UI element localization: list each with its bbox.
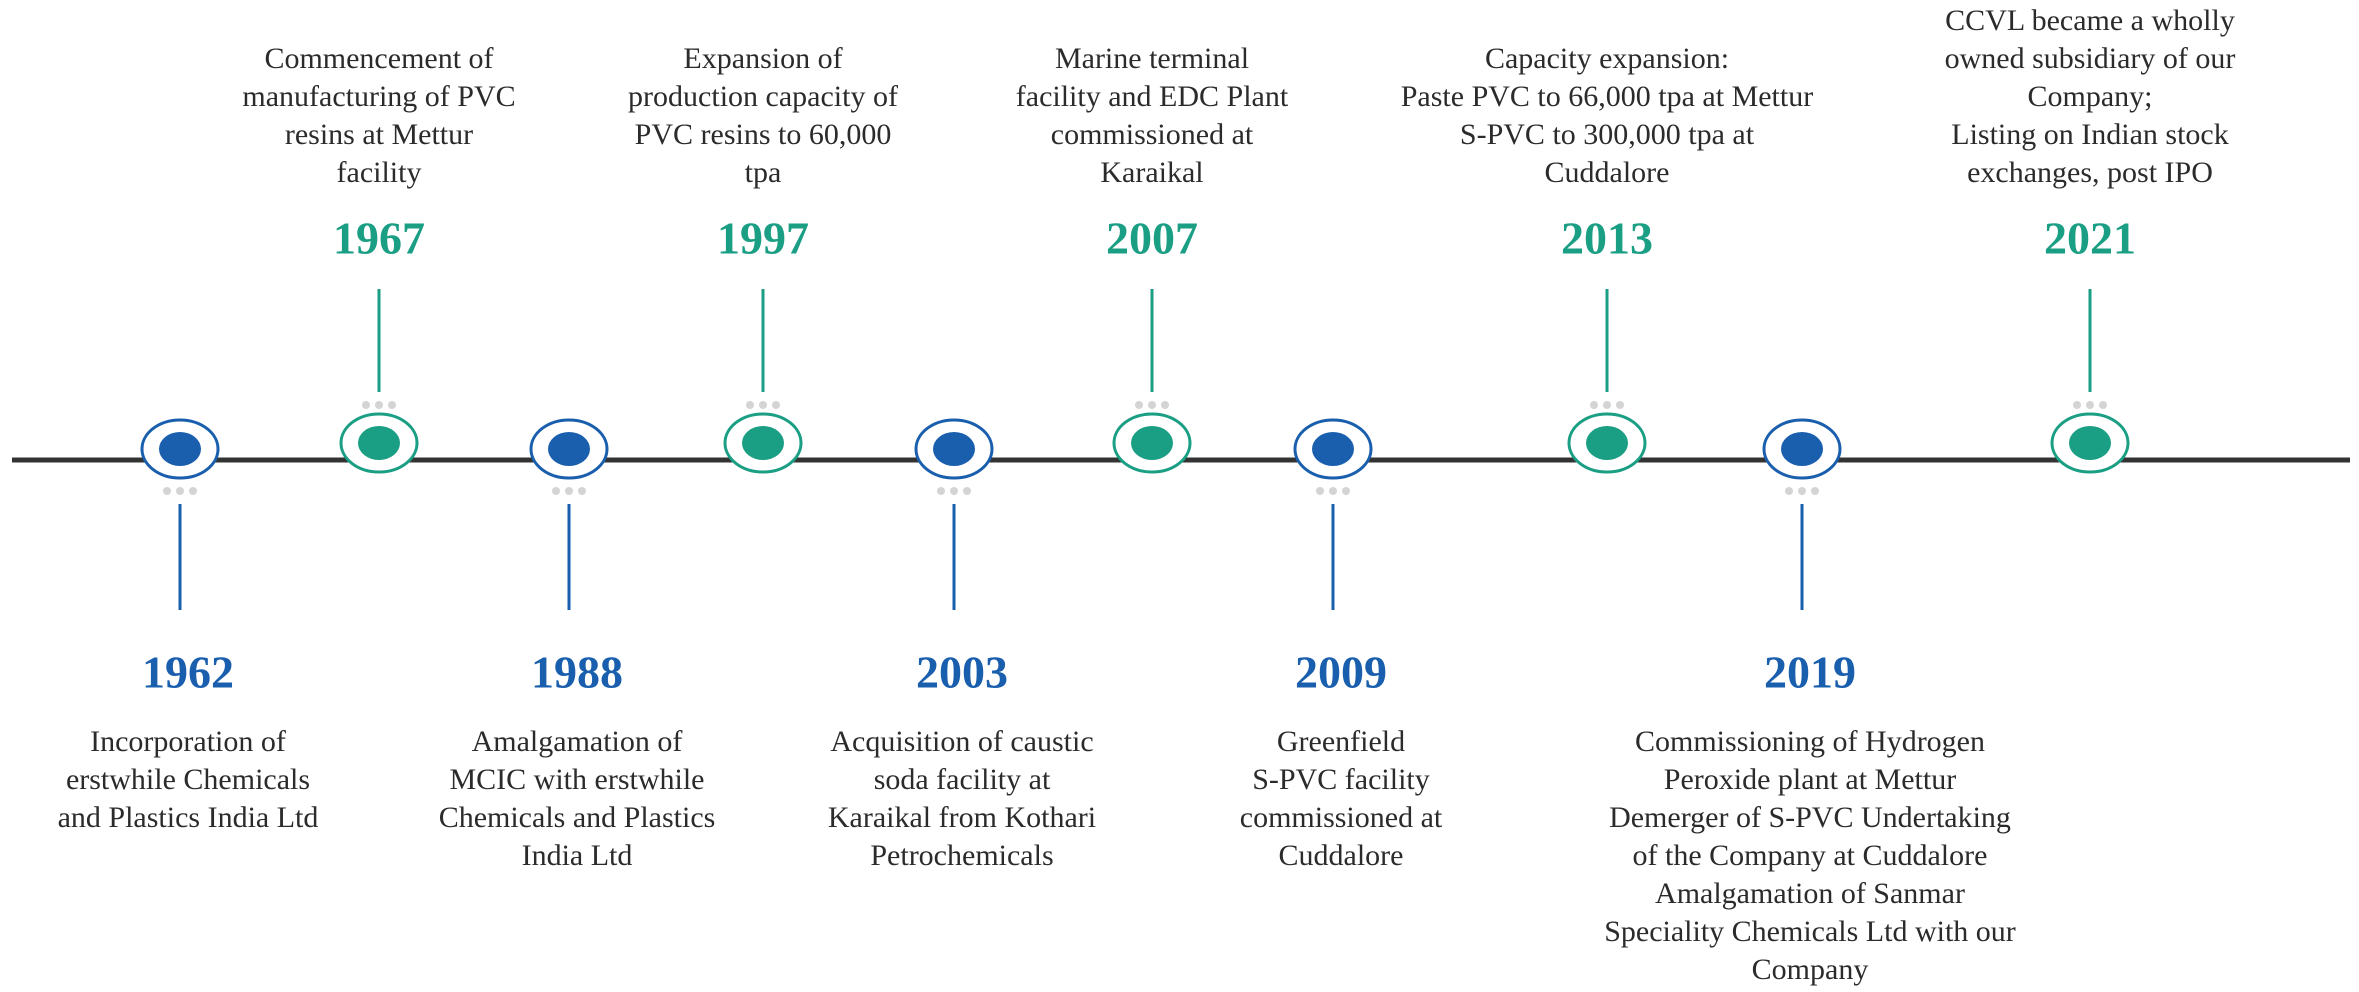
description-line: Karaikal (1100, 156, 1203, 189)
description-line: Marine terminal (1055, 42, 1249, 75)
description-line: Incorporation of (90, 725, 286, 758)
description-line: Capacity expansion: (1485, 42, 1729, 75)
node-dot (1586, 426, 1628, 460)
description-line: commissioned at (1051, 118, 1254, 151)
dot (1811, 487, 1819, 495)
description-line: Acquisition of caustic (830, 725, 1093, 758)
description-line: MCIC with erstwhile (450, 763, 705, 796)
description-line: Listing on Indian stock (1951, 118, 2228, 151)
description-line: facility and EDC Plant (1016, 80, 1289, 113)
dot (1603, 401, 1611, 409)
dot (578, 487, 586, 495)
description-line: Company (1752, 953, 1869, 986)
description-line: Cuddalore (1279, 839, 1404, 872)
description-line: PVC resins to 60,000 (635, 118, 892, 151)
year: 2021 (2044, 213, 2136, 264)
dot (375, 401, 383, 409)
description-line: and Plastics India Ltd (58, 801, 319, 834)
description-line: tpa (745, 156, 782, 189)
node-dot (2069, 426, 2111, 460)
description-line: commissioned at (1240, 801, 1443, 834)
dot (552, 487, 560, 495)
node-dot (1781, 432, 1823, 466)
description-line: Amalgamation of Sanmar (1655, 877, 1965, 910)
dot (772, 401, 780, 409)
description-line: CCVL became a wholly (1945, 4, 2235, 37)
dot (1590, 401, 1598, 409)
description-line: Karaikal from Kothari (828, 801, 1096, 834)
description-line: soda facility at (874, 763, 1051, 796)
year: 2019 (1764, 647, 1856, 698)
description-line: Speciality Chemicals Ltd with our (1604, 915, 2016, 948)
dot (746, 401, 754, 409)
dot (1329, 487, 1337, 495)
description-line: Demerger of S-PVC Undertaking (1609, 801, 2011, 834)
node-dot (1312, 432, 1354, 466)
description-line: Cuddalore (1545, 156, 1670, 189)
dot (1148, 401, 1156, 409)
dot (163, 487, 171, 495)
description-line: Peroxide plant at Mettur (1664, 763, 1956, 796)
dot (1798, 487, 1806, 495)
dot (565, 487, 573, 495)
year: 1962 (142, 647, 234, 698)
year: 2013 (1561, 213, 1653, 264)
node-dot (933, 432, 975, 466)
year: 1988 (531, 647, 623, 698)
description-line: erstwhile Chemicals (66, 763, 310, 796)
description-line: owned subsidiary of our (1945, 42, 2236, 75)
dot (1785, 487, 1793, 495)
description-line: Chemicals and Plastics (439, 801, 716, 834)
description-line: Petrochemicals (870, 839, 1053, 872)
dot (388, 401, 396, 409)
dot (1161, 401, 1169, 409)
description-line: Company; (2028, 80, 2153, 113)
description-line: of the Company at Cuddalore (1633, 839, 1988, 872)
dot (2099, 401, 2107, 409)
description-line: exchanges, post IPO (1967, 156, 2213, 189)
year: 2009 (1295, 647, 1387, 698)
description-line: S-PVC to 300,000 tpa at (1460, 118, 1755, 151)
node-dot (358, 426, 400, 460)
description-line: Commissioning of Hydrogen (1635, 725, 1985, 758)
description-line: Commencement of (264, 42, 493, 75)
year: 2003 (916, 647, 1008, 698)
dot (189, 487, 197, 495)
year: 1997 (717, 213, 809, 264)
description-line: India Ltd (522, 839, 633, 872)
dot (963, 487, 971, 495)
node-dot (548, 432, 590, 466)
description-line: Greenfield (1277, 725, 1405, 758)
node-dot (1131, 426, 1173, 460)
dot (1316, 487, 1324, 495)
dot (1135, 401, 1143, 409)
dot (176, 487, 184, 495)
node-dot (742, 426, 784, 460)
dot (759, 401, 767, 409)
description-line: Paste PVC to 66,000 tpa at Mettur (1401, 80, 1813, 113)
dot (2073, 401, 2081, 409)
description-line: Expansion of (683, 42, 842, 75)
dot (1342, 487, 1350, 495)
node-dot (159, 432, 201, 466)
year: 1967 (333, 213, 425, 264)
dot (362, 401, 370, 409)
dot (950, 487, 958, 495)
year: 2007 (1106, 213, 1198, 264)
description-line: facility (337, 156, 422, 189)
description-line: resins at Mettur (285, 118, 473, 151)
description-line: S-PVC facility (1252, 763, 1430, 796)
description-line: Amalgamation of (472, 725, 683, 758)
dot (2086, 401, 2094, 409)
dot (1616, 401, 1624, 409)
description-line: manufacturing of PVC (242, 80, 515, 113)
description-line: production capacity of (628, 80, 898, 113)
dot (937, 487, 945, 495)
